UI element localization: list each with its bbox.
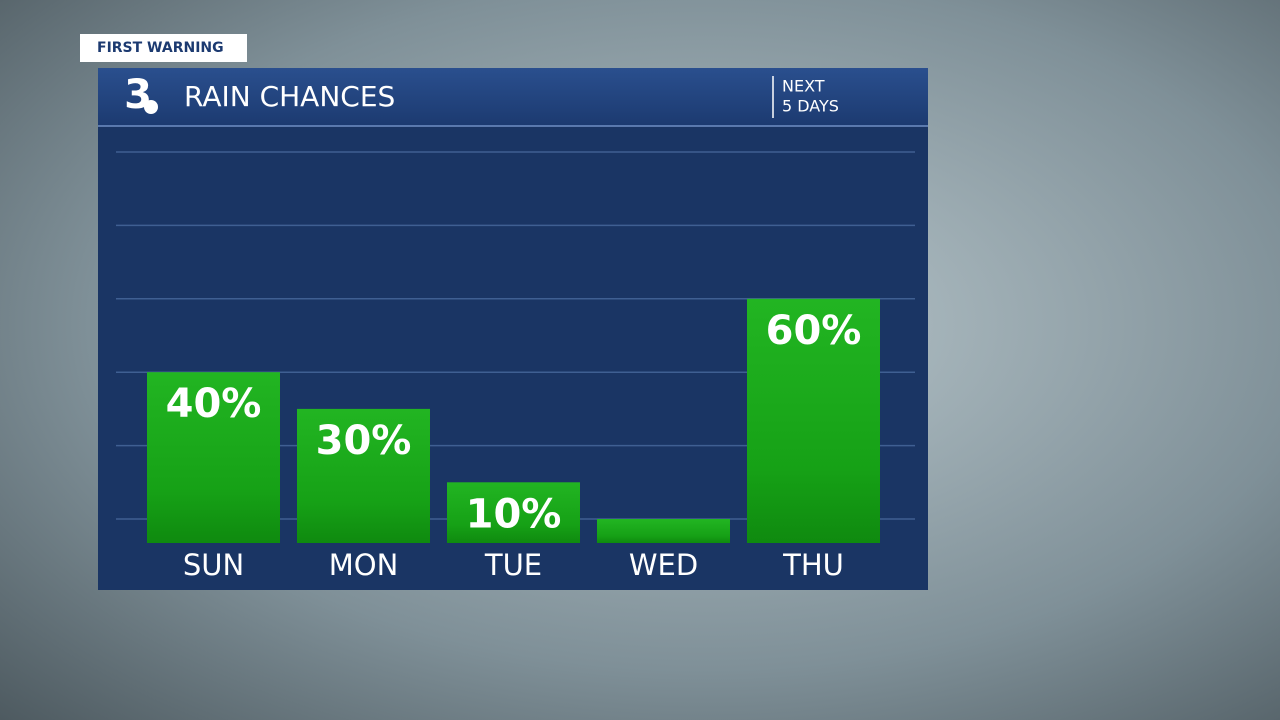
bar [147,372,280,543]
badge-box [80,34,247,62]
value-label: 30% [316,418,412,464]
value-label: 10% [466,491,562,537]
x-tick-label: MON [329,548,399,582]
badge: FIRST WARNING [97,40,224,56]
bar [297,408,430,543]
period-line1: NEXT [782,77,825,96]
header-bar [98,68,928,126]
value-label: 40% [166,381,262,427]
bar [597,519,730,543]
bar [747,298,880,543]
header-title: RAIN CHANCES [184,80,395,113]
logo-eye [144,100,158,114]
period-line2: 5 DAYS [782,97,839,116]
bar [447,482,580,543]
x-tick-label: WED [629,548,698,582]
value-label: 60% [766,308,862,354]
x-tick-label: SUN [183,548,244,582]
x-tick-label: THU [782,548,844,582]
x-tick-label: TUE [484,548,542,582]
